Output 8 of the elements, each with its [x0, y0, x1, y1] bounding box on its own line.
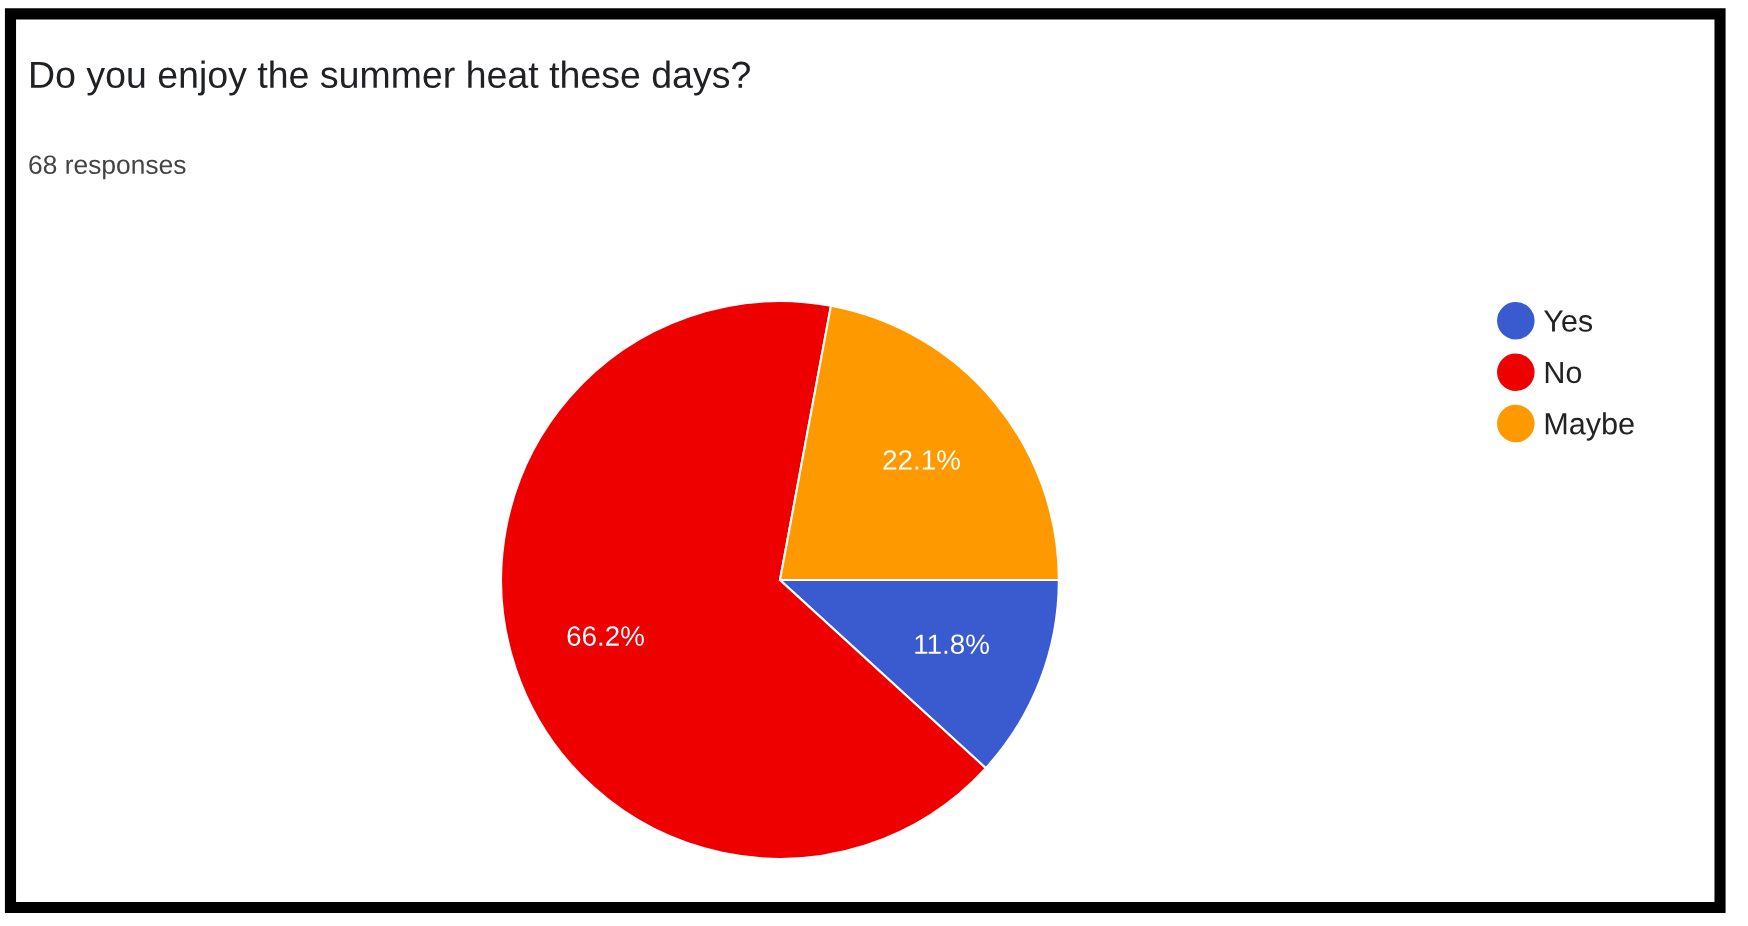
legend-label: Yes	[1544, 310, 1593, 332]
legend-label: No	[1545, 361, 1582, 384]
data-label: 11.8%	[915, 634, 989, 655]
data-label: 66.2%	[567, 626, 644, 646]
data-label: 22.1%	[883, 450, 960, 470]
legend-label: Maybe	[1545, 412, 1634, 441]
chart-title: Do you enjoy the summer heat these days?	[31, 60, 750, 96]
text: 68 responses	[29, 155, 186, 180]
